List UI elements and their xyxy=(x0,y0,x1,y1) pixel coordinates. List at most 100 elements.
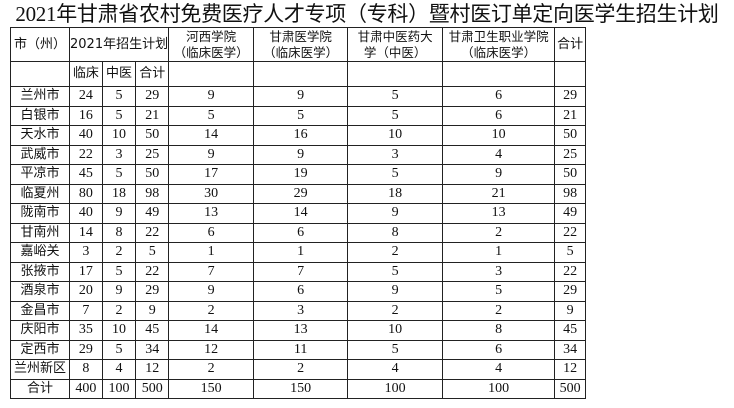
school-major: 学（中医） xyxy=(363,44,427,60)
table-row: 武威市 22 3 25 9 9 3 4 25 xyxy=(10,144,587,165)
subheader-row: 临床 中医 合计 xyxy=(10,61,587,87)
value-cell: 21 xyxy=(135,105,170,126)
region-cell: 合计 xyxy=(10,378,70,399)
value-cell: 14 xyxy=(69,222,103,243)
value-cell: 9 xyxy=(554,300,587,321)
value-cell: 8 xyxy=(69,359,103,380)
school-major: （临床医学） xyxy=(263,44,339,60)
value-cell: 13 xyxy=(168,203,255,224)
value-cell: 5 xyxy=(101,105,137,126)
region-cell: 嘉峪关 xyxy=(10,242,70,263)
value-cell: 5 xyxy=(347,86,444,107)
value-cell: 2 xyxy=(253,359,349,380)
header-school-health-vocational: 甘肃卫生职业学院 （临床医学） xyxy=(442,27,556,62)
value-cell: 16 xyxy=(69,105,103,126)
total-row: 合计 400 100 500 150 150 100 100 500 xyxy=(10,378,587,399)
value-cell: 21 xyxy=(554,105,587,126)
table-row: 陇南市 40 9 49 13 14 9 13 49 xyxy=(10,203,587,224)
value-cell: 2 xyxy=(101,300,137,321)
value-cell: 12 xyxy=(135,359,170,380)
value-cell: 1 xyxy=(253,242,349,263)
value-cell: 4 xyxy=(101,359,137,380)
value-cell: 5 xyxy=(168,105,255,126)
school-major: （临床医学） xyxy=(461,44,537,60)
value-cell: 50 xyxy=(554,164,587,185)
empty-cell xyxy=(168,61,255,87)
value-cell: 4 xyxy=(347,359,444,380)
value-cell: 3 xyxy=(442,261,556,282)
value-cell: 16 xyxy=(253,125,349,146)
region-cell: 武威市 xyxy=(10,144,70,165)
value-cell: 9 xyxy=(253,144,349,165)
value-cell: 17 xyxy=(69,261,103,282)
value-cell: 9 xyxy=(347,281,444,302)
value-cell: 29 xyxy=(135,281,170,302)
value-cell: 8 xyxy=(442,320,556,341)
value-cell: 5 xyxy=(347,164,444,185)
subheader-subtotal: 合计 xyxy=(135,61,170,87)
value-cell: 22 xyxy=(69,144,103,165)
table-row: 张掖市 17 5 22 7 7 5 3 22 xyxy=(10,261,587,282)
school-name: 河西学院 xyxy=(186,28,237,44)
empty-cell xyxy=(347,61,444,87)
region-cell: 兰州市 xyxy=(10,86,70,107)
value-cell: 17 xyxy=(168,164,255,185)
school-name: 甘肃医学院 xyxy=(269,28,332,44)
value-cell: 2 xyxy=(347,300,444,321)
value-cell: 6 xyxy=(168,222,255,243)
value-cell: 400 xyxy=(69,378,103,399)
value-cell: 6 xyxy=(253,222,349,243)
region-cell: 平凉市 xyxy=(10,164,70,185)
value-cell: 5 xyxy=(101,86,137,107)
value-cell: 13 xyxy=(253,320,349,341)
region-cell: 甘南州 xyxy=(10,222,70,243)
region-cell: 临夏州 xyxy=(10,183,70,204)
value-cell: 150 xyxy=(168,378,255,399)
value-cell: 9 xyxy=(442,164,556,185)
value-cell: 35 xyxy=(69,320,103,341)
value-cell: 4 xyxy=(442,359,556,380)
empty-cell xyxy=(442,61,556,87)
value-cell: 4 xyxy=(442,144,556,165)
document-title: 2021年甘肃省农村免费医疗人才专项（专科）暨村医订单定向医学生招生计划 xyxy=(15,2,719,26)
value-cell: 29 xyxy=(554,86,587,107)
region-cell: 陇南市 xyxy=(10,203,70,224)
value-cell: 22 xyxy=(135,261,170,282)
value-cell: 98 xyxy=(135,183,170,204)
value-cell: 5 xyxy=(442,281,556,302)
table-row: 金昌市 7 2 9 2 3 2 2 9 xyxy=(10,300,587,321)
table-row: 天水市 40 10 50 14 16 10 10 50 xyxy=(10,125,587,146)
value-cell: 14 xyxy=(253,203,349,224)
region-cell: 兰州新区 xyxy=(10,359,70,380)
value-cell: 22 xyxy=(135,222,170,243)
value-cell: 14 xyxy=(168,125,255,146)
value-cell: 80 xyxy=(69,183,103,204)
value-cell: 2 xyxy=(347,242,444,263)
empty-cell xyxy=(554,61,587,87)
value-cell: 2 xyxy=(442,222,556,243)
value-cell: 9 xyxy=(347,203,444,224)
table-row: 兰州市 24 5 29 9 9 5 6 29 xyxy=(10,86,587,107)
header-school-hexi: 河西学院 （临床医学） xyxy=(168,27,255,62)
school-name: 甘肃卫生职业学院 xyxy=(448,28,549,44)
value-cell: 9 xyxy=(168,144,255,165)
value-cell: 45 xyxy=(135,320,170,341)
value-cell: 11 xyxy=(253,339,349,360)
value-cell: 18 xyxy=(347,183,444,204)
value-cell: 98 xyxy=(554,183,587,204)
value-cell: 40 xyxy=(69,203,103,224)
value-cell: 7 xyxy=(253,261,349,282)
header-total: 合计 xyxy=(554,27,587,62)
value-cell: 29 xyxy=(253,183,349,204)
value-cell: 6 xyxy=(442,339,556,360)
value-cell: 10 xyxy=(101,125,137,146)
value-cell: 10 xyxy=(347,320,444,341)
value-cell: 18 xyxy=(101,183,137,204)
value-cell: 8 xyxy=(347,222,444,243)
value-cell: 2 xyxy=(101,242,137,263)
value-cell: 3 xyxy=(253,300,349,321)
table-row: 嘉峪关 3 2 5 1 1 2 1 5 xyxy=(10,242,587,263)
value-cell: 5 xyxy=(347,339,444,360)
empty-cell xyxy=(10,61,70,87)
value-cell: 9 xyxy=(253,86,349,107)
